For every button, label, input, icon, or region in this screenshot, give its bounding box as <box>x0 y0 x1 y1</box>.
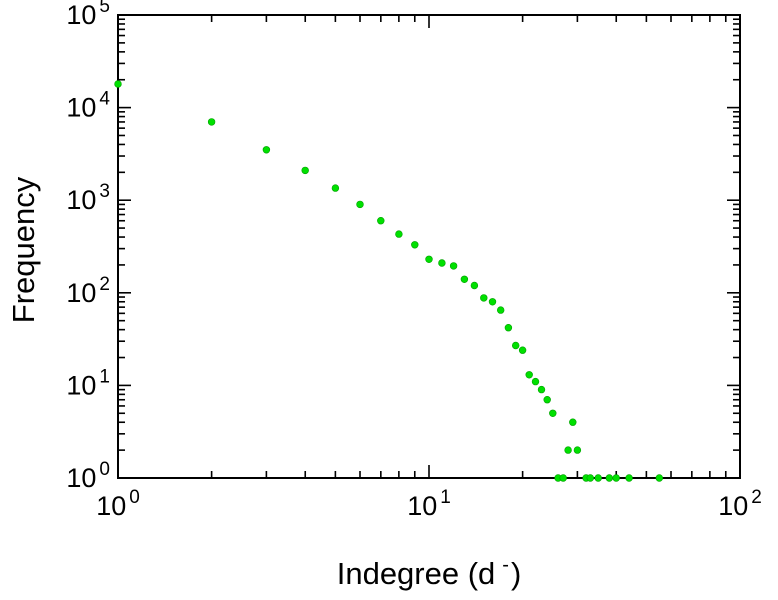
x-axis-title-superscript-minus: - <box>502 554 509 576</box>
data-point <box>356 200 364 209</box>
data-point <box>331 184 340 192</box>
plot-frame <box>117 14 741 479</box>
data-point <box>497 306 505 314</box>
y-tick-label-exponent: 2 <box>99 274 110 295</box>
data-point <box>438 259 446 267</box>
x-tick-label: 10 2 <box>718 487 762 521</box>
data-point <box>569 418 577 426</box>
y-tick-label-exponent: 3 <box>99 181 110 202</box>
x-axis-title-prefix: Indegree (d <box>337 556 496 591</box>
data-point <box>612 474 620 482</box>
data-point <box>377 217 385 225</box>
y-tick-label-exponent: 1 <box>99 366 110 387</box>
y-tick-label: 10 3 <box>66 181 110 215</box>
data-point <box>594 474 602 482</box>
x-tick-label-exponent: 1 <box>440 487 451 508</box>
plot-layer: 10 0 10 1 10 210 010 110 210 310 410 5 <box>66 0 761 521</box>
data-point <box>543 396 551 404</box>
data-point <box>411 241 419 249</box>
y-tick-label-base: 10 <box>66 278 96 308</box>
data-point <box>425 255 433 263</box>
data-point <box>488 298 497 306</box>
y-tick-label: 10 1 <box>66 366 110 400</box>
x-tick-label-exponent: 2 <box>751 487 762 508</box>
y-tick-label-base: 10 <box>66 370 96 400</box>
data-point <box>207 118 216 126</box>
data-point <box>518 346 527 354</box>
y-tick-label-exponent: 0 <box>99 459 110 480</box>
data-point <box>504 324 513 332</box>
y-tick-label-base: 10 <box>66 0 96 30</box>
data-point <box>301 166 309 175</box>
y-tick-label-exponent: 4 <box>99 89 110 110</box>
y-tick-label-base: 10 <box>66 463 96 493</box>
x-axis-title-suffix: ) <box>511 556 521 591</box>
data-point <box>573 446 582 454</box>
data-point <box>564 446 572 454</box>
data-point <box>537 385 546 394</box>
y-tick-label: 10 4 <box>66 89 110 123</box>
y-tick-label: 10 2 <box>66 274 110 308</box>
data-point <box>511 341 520 350</box>
x-tick-label-base: 10 <box>718 491 748 521</box>
y-tick-label-base: 10 <box>66 185 96 215</box>
data-point <box>549 409 557 417</box>
x-tick-label-base: 10 <box>407 491 437 521</box>
data-point <box>525 371 533 379</box>
x-tick-label-base: 10 <box>96 491 126 521</box>
y-tick-label-exponent: 5 <box>99 0 110 17</box>
data-point <box>460 275 469 283</box>
data-point <box>114 80 122 88</box>
data-point <box>655 474 663 482</box>
data-point <box>470 281 479 290</box>
data-point <box>559 474 567 482</box>
data-point <box>605 474 613 482</box>
data-point <box>262 146 271 154</box>
data-point <box>531 377 540 386</box>
data-point <box>586 474 594 482</box>
y-axis-title: Frequency <box>6 176 41 323</box>
data-point <box>625 474 633 482</box>
x-tick-label: 10 1 <box>407 487 451 521</box>
y-tick-label-base: 10 <box>66 93 96 123</box>
y-tick-label: 10 5 <box>66 0 110 30</box>
x-tick-label: 10 0 <box>96 487 140 521</box>
x-axis-title: Indegree (d -) <box>337 554 522 591</box>
data-point <box>395 230 403 238</box>
data-point <box>480 294 488 302</box>
data-point <box>449 262 458 270</box>
x-tick-label-exponent: 0 <box>129 487 140 508</box>
y-tick-label: 10 0 <box>66 459 110 493</box>
